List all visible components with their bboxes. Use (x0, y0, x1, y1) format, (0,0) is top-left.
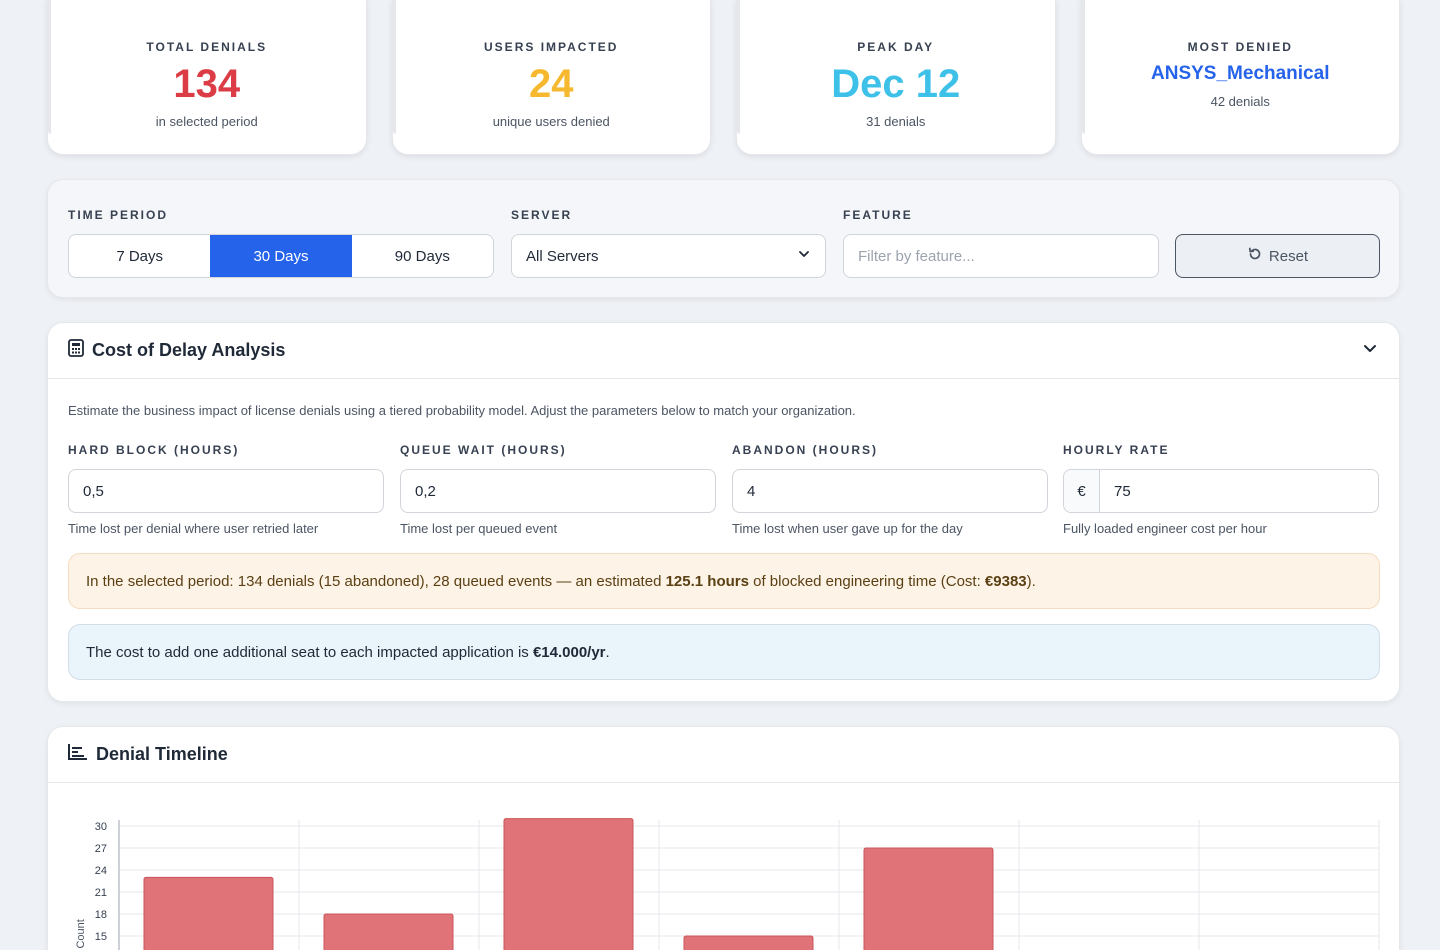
reset-icon (1247, 246, 1263, 266)
param-queue-wait: QUEUE WAIT (HOURS) 0,2 Time lost per que… (400, 443, 716, 536)
cost-description: Estimate the business impact of license … (68, 403, 856, 418)
param-help: Fully loaded engineer cost per hour (1063, 521, 1267, 536)
summary-text: of blocked engineering time (Cost: (748, 572, 985, 590)
chart-grid (118, 820, 1380, 950)
feature-filter-input[interactable] (843, 234, 1159, 278)
summary-cost: €9383 (984, 572, 1027, 590)
server-select-value: All Servers (526, 247, 599, 265)
reset-button[interactable]: Reset (1175, 234, 1380, 278)
seat-text: . (605, 643, 610, 661)
feature-label: FEATURE (843, 208, 913, 222)
param-label: HOURLY RATE (1063, 443, 1170, 457)
queue-wait-input[interactable]: 0,2 (400, 469, 716, 513)
stat-card-users-impacted: USERS IMPACTED 24 unique users denied (391, 0, 711, 155)
euro-prefix: € (1064, 470, 1100, 512)
server-select[interactable]: All Servers (511, 234, 826, 278)
param-hard-block: HARD BLOCK (HOURS) 0,5 Time lost per den… (68, 443, 384, 536)
summary-text: ). (1026, 572, 1036, 590)
chart-bars (143, 818, 994, 950)
stat-sub: 42 denials (1210, 94, 1270, 109)
y-tick-label: 15 (95, 931, 107, 943)
period-30-days-button[interactable]: 30 Days (210, 235, 352, 277)
y-axis-label: Denial Count (75, 919, 87, 950)
param-label: ABANDON (HOURS) (732, 443, 878, 457)
param-help: Time lost per denial where user retried … (68, 521, 319, 536)
y-tick-label: 30 (95, 821, 107, 833)
stat-value: 134 (173, 62, 241, 106)
param-abandon: ABANDON (HOURS) 4 Time lost when user ga… (732, 443, 1048, 536)
stat-card-most-denied: MOST DENIED ANSYS_Mechanical 42 denials (1080, 0, 1400, 155)
abandon-input[interactable]: 4 (732, 469, 1048, 513)
denial-timeline-chart: Denial Count 15 18 21 24 27 30 (48, 783, 1399, 950)
param-help: Time lost when user gave up for the day (732, 521, 963, 536)
timeline-header: Denial Timeline (48, 727, 1399, 783)
stat-value: 24 (529, 62, 574, 106)
y-axis-ticks: 15 18 21 24 27 30 (95, 821, 107, 943)
stat-sub: 31 denials (866, 114, 926, 129)
cost-of-delay-panel: Cost of Delay Analysis Estimate the busi… (47, 322, 1400, 702)
stat-label: PEAK DAY (857, 40, 935, 54)
server-label: SERVER (511, 208, 573, 222)
cost-panel-title: Cost of Delay Analysis (92, 340, 286, 360)
period-7-days-button[interactable]: 7 Days (116, 247, 163, 265)
param-hourly-rate: HOURLY RATE € 75 Fully loaded engineer c… (1063, 443, 1379, 536)
stat-sub: unique users denied (492, 114, 610, 129)
denial-timeline-panel: Denial Timeline Denial Count 15 18 21 24 27 3… (47, 726, 1400, 950)
chart-svg: Denial Count 15 18 21 24 27 30 (75, 818, 1380, 950)
time-period-toggle: 7 Days 30 Days 90 Days (68, 234, 494, 278)
y-tick-label: 21 (95, 887, 107, 899)
calculator-icon (68, 339, 84, 362)
stat-label: USERS IMPACTED (484, 40, 619, 54)
reset-label: Reset (1268, 247, 1309, 265)
bar-chart-icon (68, 743, 88, 766)
chevron-down-icon[interactable] (1361, 339, 1379, 362)
param-label: QUEUE WAIT (HOURS) (400, 443, 567, 457)
summary-hours: 125.1 hours (665, 572, 749, 590)
stat-label: TOTAL DENIALS (146, 40, 268, 54)
stat-value: Dec 12 (831, 62, 961, 106)
chart-bar[interactable] (143, 876, 274, 950)
param-help: Time lost per queued event (400, 521, 558, 536)
timeline-title: Denial Timeline (96, 744, 228, 764)
y-tick-label: 27 (95, 843, 107, 855)
stat-card-total-denials: TOTAL DENIALS 134 in selected period (47, 0, 367, 155)
stat-label: MOST DENIED (1187, 40, 1293, 54)
hourly-rate-input[interactable]: € 75 (1063, 469, 1379, 513)
chevron-down-icon (797, 247, 811, 265)
summary-text: In the selected period: 134 denials (15 … (86, 572, 666, 590)
period-90-days-button[interactable]: 90 Days (394, 247, 450, 265)
cost-panel-body: Estimate the business impact of license … (48, 379, 1399, 701)
cost-panel-header[interactable]: Cost of Delay Analysis (48, 323, 1399, 379)
filter-bar: TIME PERIOD SERVER FEATURE 7 Days 30 Day… (47, 179, 1400, 298)
param-label: HARD BLOCK (HOURS) (68, 443, 240, 457)
cost-summary-notice: In the selected period: 134 denials (15 … (68, 553, 1380, 609)
stat-card-peak-day: PEAK DAY Dec 12 31 denials (736, 0, 1056, 155)
chart-bar[interactable] (323, 913, 454, 950)
time-period-label: TIME PERIOD (68, 208, 169, 222)
seat-cost: €14.000/yr (532, 643, 606, 661)
y-tick-label: 18 (95, 909, 107, 921)
chart-bar[interactable] (503, 818, 634, 950)
stat-sub: in selected period (155, 114, 258, 129)
stat-value: ANSYS_Mechanical (1151, 63, 1330, 84)
chart-bar[interactable] (683, 935, 814, 950)
hourly-rate-value: 75 (1114, 482, 1131, 500)
seat-text: The cost to add one additional seat to e… (86, 643, 533, 661)
y-tick-label: 24 (95, 865, 107, 877)
seat-cost-notice: The cost to add one additional seat to e… (68, 624, 1380, 680)
dashboard: TOTAL DENIALS 134 in selected period USE… (47, 0, 1400, 950)
chart-bar[interactable] (863, 847, 994, 950)
stat-cards: TOTAL DENIALS 134 in selected period USE… (47, 0, 1400, 155)
hard-block-input[interactable]: 0,5 (68, 469, 384, 513)
